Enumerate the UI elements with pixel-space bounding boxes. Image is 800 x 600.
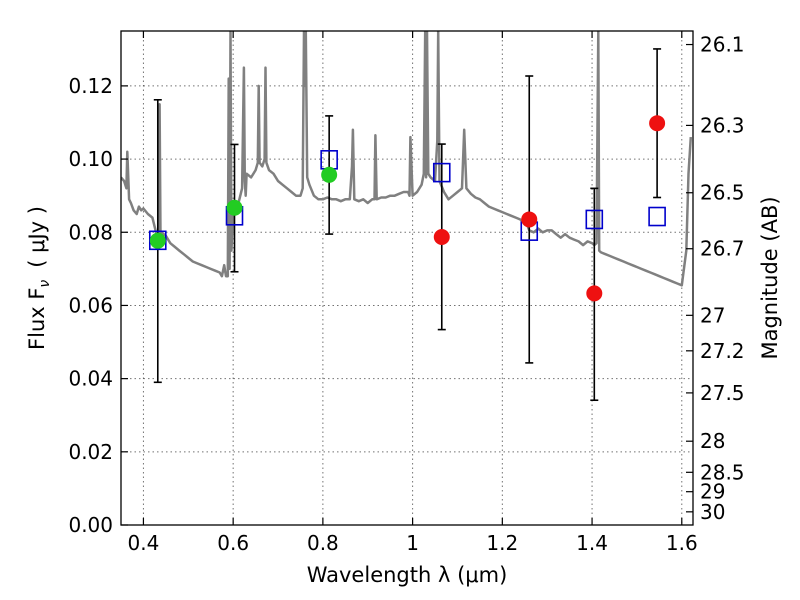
y-axis-label: Flux Fν ( μJy ) — [25, 206, 53, 350]
x-tick-label-5: 1.4 — [576, 531, 608, 555]
model-photometry-marker-5 — [585, 209, 604, 230]
y2-tick-label-8: 28.5 — [700, 460, 745, 484]
y2-tick-label-1: 26.3 — [700, 113, 745, 137]
x-tick-label-3: 1 — [406, 531, 419, 555]
observed-point-3 — [433, 229, 450, 246]
y2-tick-label-4: 27 — [700, 303, 725, 327]
observed-point-2 — [321, 166, 338, 183]
model-photometry-marker-0 — [148, 230, 167, 251]
y2-axis-label: Magnitude (AB) — [758, 196, 782, 359]
y-ticks: 0.00 0.02 0.04 0.06 0.08 0.10 0.12 — [68, 74, 128, 537]
y-tick-label-5: 0.10 — [68, 147, 113, 171]
x-tick-label-2: 0.8 — [307, 531, 339, 555]
x-tick-label-4: 1.2 — [486, 531, 518, 555]
y2-tick-label-7: 28 — [700, 429, 725, 453]
observed-point-5 — [586, 285, 603, 302]
y-axis-label-unit: ( μJy ) — [25, 206, 49, 268]
model-photometry-marker-6 — [648, 206, 666, 227]
y-tick-label-0: 0.00 — [68, 513, 113, 537]
y2-tick-label-9: 29 — [700, 480, 725, 504]
y2-tick-label-3: 26.7 — [700, 237, 745, 261]
x-tick-label-0: 0.4 — [128, 531, 160, 555]
model-spectrum-line — [121, 31, 693, 287]
observed-point-0 — [149, 232, 166, 249]
y-axis-label-sub: ν — [37, 280, 53, 288]
x-tick-label-6: 1.6 — [666, 531, 698, 555]
model-spectrum-layer — [121, 31, 693, 287]
y-tick-label-6: 0.12 — [68, 74, 113, 98]
plot-frame — [120, 30, 694, 526]
x-axis-label: Wavelength λ (μm) — [307, 563, 508, 587]
y2-tick-label-10: 30 — [700, 500, 725, 524]
y-tick-label-1: 0.02 — [68, 440, 113, 464]
y-tick-label-2: 0.04 — [68, 367, 113, 391]
observed-points-layer — [149, 115, 666, 302]
y2-tick-label-5: 27.2 — [700, 339, 745, 363]
grid-lines — [121, 31, 693, 526]
y-tick-label-3: 0.06 — [68, 293, 113, 317]
y2-tick-label-2: 26.5 — [700, 181, 745, 205]
y-axis-label-main: Flux F — [25, 288, 49, 350]
x-tick-label-1: 0.6 — [217, 531, 249, 555]
y2-tick-label-0: 26.1 — [700, 33, 745, 57]
model-photometry-marker-3 — [432, 162, 451, 183]
observed-point-6 — [649, 115, 666, 132]
y2-tick-label-6: 27.5 — [700, 381, 745, 405]
observed-point-1 — [226, 199, 243, 216]
y-tick-label-4: 0.08 — [68, 220, 113, 244]
x-ticks: 0.4 0.6 0.8 1 1.2 1.4 1.6 — [128, 31, 698, 555]
observed-point-4 — [521, 211, 538, 228]
